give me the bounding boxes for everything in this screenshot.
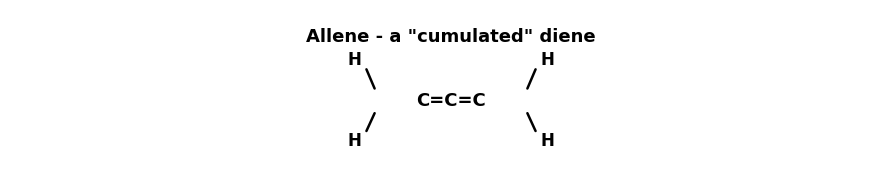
Text: H: H (348, 132, 361, 150)
Text: H: H (348, 51, 361, 69)
Text: C=C=C: C=C=C (416, 92, 486, 110)
Text: Allene - a "cumulated" diene: Allene - a "cumulated" diene (306, 28, 596, 46)
Text: H: H (541, 132, 554, 150)
Text: H: H (541, 51, 554, 69)
